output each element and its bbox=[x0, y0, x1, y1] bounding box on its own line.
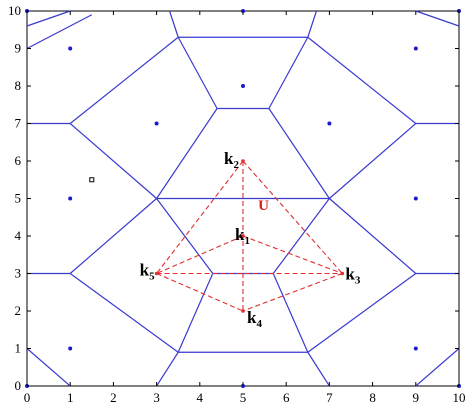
voronoi-edge bbox=[415, 10, 460, 27]
voronoi-edge bbox=[272, 198, 330, 274]
y-tick-label: 8 bbox=[15, 78, 22, 93]
site-points bbox=[25, 9, 461, 388]
voronoi-edge bbox=[69, 198, 157, 274]
voronoi-edge bbox=[69, 123, 157, 199]
y-tick-label: 1 bbox=[15, 341, 22, 356]
dashed-edge-k3-k4 bbox=[242, 272, 343, 312]
site-point bbox=[413, 46, 418, 51]
voronoi-edge bbox=[307, 273, 417, 353]
x-tick-label: 10 bbox=[453, 390, 466, 405]
voronoi-edge bbox=[26, 14, 93, 50]
y-tick-label: 2 bbox=[15, 303, 22, 318]
point-k2 bbox=[241, 159, 245, 163]
site-point bbox=[241, 84, 245, 88]
x-tick-label: 4 bbox=[197, 390, 204, 405]
x-tick-label: 6 bbox=[283, 390, 290, 405]
point-k1 bbox=[241, 234, 245, 238]
voronoi-edge bbox=[26, 10, 71, 27]
voronoi-edge bbox=[156, 108, 218, 199]
voronoi-edge bbox=[329, 123, 417, 199]
voronoi-edge bbox=[177, 36, 218, 109]
site-point bbox=[68, 346, 73, 351]
y-tick-label: 6 bbox=[15, 153, 22, 168]
y-tick-label: 9 bbox=[15, 41, 22, 56]
x-tick-label: 3 bbox=[153, 390, 160, 405]
voronoi-edge bbox=[156, 198, 214, 274]
y-tick-label: 0 bbox=[15, 378, 22, 393]
x-tick-label: 7 bbox=[326, 390, 333, 405]
site-point bbox=[68, 196, 73, 201]
site-point bbox=[413, 196, 418, 201]
voronoi-edge bbox=[329, 198, 417, 274]
voronoi-edge bbox=[272, 273, 309, 353]
voronoi-edge bbox=[307, 10, 318, 38]
x-tick-label: 2 bbox=[110, 390, 117, 405]
y-tick-label: 4 bbox=[15, 228, 22, 243]
dashed-edge-k2-k3 bbox=[242, 160, 343, 274]
point-k5 bbox=[154, 271, 159, 276]
voronoi-edge bbox=[26, 348, 71, 387]
voronoi-edge bbox=[156, 351, 179, 387]
dashed-edge-k1-k3 bbox=[242, 235, 343, 275]
voronoi-edge bbox=[168, 10, 179, 38]
voronoi-edge bbox=[268, 36, 309, 109]
x-tick-label: 0 bbox=[24, 390, 31, 405]
axis-ticks: 0 1 2 3 4 5 6 7 8 9 10 0 1 2 3 4 5 6 7 8 9 10 bbox=[8, 3, 466, 405]
x-tick-label: 9 bbox=[413, 390, 420, 405]
y-tick-label: 5 bbox=[15, 191, 22, 206]
site-point bbox=[68, 46, 73, 51]
voronoi-edge bbox=[69, 273, 179, 353]
hollow-marker bbox=[89, 177, 95, 183]
y-tick-label: 10 bbox=[8, 3, 21, 18]
site-point bbox=[327, 121, 332, 126]
voronoi-edges bbox=[26, 10, 460, 387]
voronoi-edge bbox=[307, 36, 417, 124]
x-tick-label: 8 bbox=[369, 390, 376, 405]
x-tick-label: 5 bbox=[240, 390, 247, 405]
y-tick-label: 3 bbox=[15, 266, 22, 281]
point-k3 bbox=[340, 271, 345, 276]
voronoi-edge bbox=[268, 108, 330, 199]
x-tick-label: 1 bbox=[67, 390, 74, 405]
site-point bbox=[413, 346, 418, 351]
voronoi-edge bbox=[307, 351, 330, 387]
site-point bbox=[154, 121, 159, 126]
y-tick-label: 7 bbox=[15, 116, 22, 131]
point-k4 bbox=[241, 309, 245, 313]
voronoi-edge bbox=[415, 348, 460, 387]
label-u: U bbox=[258, 198, 269, 214]
voronoi-edge bbox=[69, 36, 179, 124]
voronoi-edge bbox=[177, 273, 214, 353]
